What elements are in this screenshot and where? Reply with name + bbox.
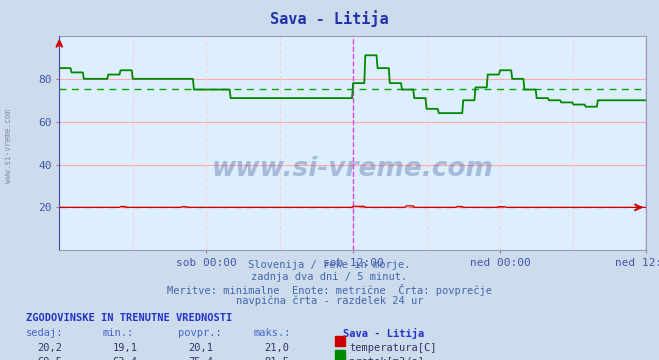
Text: navpična črta - razdelek 24 ur: navpična črta - razdelek 24 ur — [236, 296, 423, 306]
Text: 21,0: 21,0 — [264, 343, 289, 354]
Text: povpr.:: povpr.: — [178, 328, 221, 338]
Text: 63,4: 63,4 — [113, 357, 138, 360]
Text: www.si-vreme.com: www.si-vreme.com — [212, 156, 494, 182]
Text: pretok[m3/s]: pretok[m3/s] — [349, 357, 424, 360]
Text: zadnja dva dni / 5 minut.: zadnja dva dni / 5 minut. — [251, 272, 408, 282]
Text: ZGODOVINSKE IN TRENUTNE VREDNOSTI: ZGODOVINSKE IN TRENUTNE VREDNOSTI — [26, 313, 233, 323]
Text: 75,4: 75,4 — [188, 357, 214, 360]
Text: Sava - Litija: Sava - Litija — [270, 10, 389, 27]
Text: sedaj:: sedaj: — [26, 328, 64, 338]
Text: maks.:: maks.: — [254, 328, 291, 338]
Text: www.si-vreme.com: www.si-vreme.com — [4, 109, 13, 183]
Text: temperatura[C]: temperatura[C] — [349, 343, 437, 354]
Text: 20,2: 20,2 — [37, 343, 62, 354]
Text: Slovenija / reke in morje.: Slovenija / reke in morje. — [248, 260, 411, 270]
Text: Meritve: minimalne  Enote: metrične  Črta: povprečje: Meritve: minimalne Enote: metrične Črta:… — [167, 284, 492, 296]
Text: min.:: min.: — [102, 328, 133, 338]
Text: 19,1: 19,1 — [113, 343, 138, 354]
Text: 69,5: 69,5 — [37, 357, 62, 360]
Text: 91,5: 91,5 — [264, 357, 289, 360]
Text: Sava - Litija: Sava - Litija — [343, 328, 424, 339]
Text: 20,1: 20,1 — [188, 343, 214, 354]
